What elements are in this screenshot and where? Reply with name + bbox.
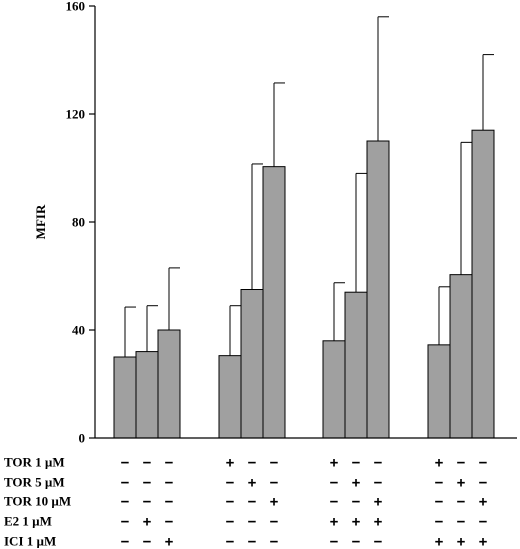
treatment-sign: −: [457, 514, 466, 531]
bar: [240, 289, 264, 439]
treatment-sign: +: [226, 455, 235, 472]
treatment-sign: +: [330, 455, 339, 472]
treatment-sign: −: [226, 475, 235, 492]
treatment-sign: −: [121, 455, 130, 472]
bar: [262, 166, 286, 439]
treatment-sign: −: [226, 514, 235, 531]
treatment-sign: −: [121, 475, 130, 492]
y-axis: 0 40 80 120 160: [66, 0, 96, 446]
treatment-sign: +: [165, 534, 174, 549]
y-tick-label: 0: [79, 431, 86, 446]
treatment-sign: +: [435, 455, 444, 472]
treatment-sign: −: [479, 455, 488, 472]
bar: [366, 140, 390, 439]
treatment-label: E2 1 µM: [4, 514, 52, 529]
treatment-sign: −: [143, 494, 152, 511]
treatment-sign: −: [248, 534, 257, 549]
bar: [135, 351, 159, 439]
treatment-sign: −: [270, 534, 279, 549]
treatment-sign: −: [270, 514, 279, 531]
treatment-sign: +: [374, 514, 383, 531]
treatment-sign: −: [121, 514, 130, 531]
y-tick-label: 160: [66, 0, 86, 14]
treatment-sign: +: [479, 494, 488, 511]
treatment-sign: −: [435, 494, 444, 511]
treatment-label: TOR 5 µM: [4, 475, 65, 490]
treatment-sign: −: [165, 494, 174, 511]
treatment-sign: −: [330, 494, 339, 511]
bar: [449, 274, 473, 439]
treatment-sign: +: [374, 494, 383, 511]
treatment-sign: +: [457, 475, 466, 492]
treatment-sign: −: [143, 455, 152, 472]
treatment-sign: −: [457, 494, 466, 511]
treatment-sign: +: [457, 534, 466, 549]
bar: [113, 356, 137, 439]
y-tick-label: 80: [72, 215, 85, 230]
treatment-sign: −: [435, 514, 444, 531]
treatment-sign: −: [270, 475, 279, 492]
treatment-sign: −: [121, 494, 130, 511]
treatment-sign: +: [248, 475, 257, 492]
treatment-sign: −: [143, 475, 152, 492]
treatment-sign: −: [121, 534, 130, 549]
bar: [344, 291, 368, 439]
treatment-sign: +: [479, 534, 488, 549]
y-tick-label: 120: [66, 107, 86, 122]
treatment-sign: −: [165, 475, 174, 492]
treatment-sign: +: [435, 534, 444, 549]
treatment-sign: −: [479, 475, 488, 492]
treatment-sign: −: [352, 494, 361, 511]
treatment-sign: −: [374, 455, 383, 472]
treatment-sign: −: [226, 494, 235, 511]
treatment-sign: −: [165, 514, 174, 531]
error-bars: [124, 16, 494, 357]
bar: [218, 355, 242, 439]
treatment-sign: −: [457, 455, 466, 472]
treatment-sign: −: [352, 534, 361, 549]
treatment-sign: −: [248, 514, 257, 531]
bar: [157, 329, 181, 439]
treatment-sign: +: [330, 514, 339, 531]
treatment-sign: +: [352, 475, 361, 492]
bar: [427, 344, 451, 439]
treatment-sign: −: [270, 455, 279, 472]
treatment-sign: −: [330, 534, 339, 549]
treatment-sign: −: [143, 534, 152, 549]
bar-series: [113, 129, 495, 439]
treatment-label: ICI 1 µM: [4, 534, 56, 549]
treatment-sign: −: [330, 475, 339, 492]
y-tick-label: 40: [72, 323, 85, 338]
bar: [471, 129, 495, 439]
treatment-sign: +: [352, 514, 361, 531]
treatment-sign: −: [374, 475, 383, 492]
treatment-sign: −: [435, 475, 444, 492]
treatment-label: TOR 1 µM: [4, 455, 65, 470]
y-axis-title: MFIR: [33, 204, 48, 239]
treatment-sign: −: [248, 455, 257, 472]
treatment-sign: −: [165, 455, 174, 472]
treatment-label: TOR 10 µM: [4, 494, 71, 509]
treatment-table: TOR 1 µM − − − + − − + − − + − −TOR 5 µM − − − − + − − + − − + −…: [4, 455, 488, 549]
treatment-sign: +: [143, 514, 152, 531]
treatment-sign: −: [248, 494, 257, 511]
bar: [322, 340, 346, 439]
treatment-sign: −: [352, 455, 361, 472]
treatment-sign: +: [270, 494, 279, 511]
treatment-sign: −: [374, 534, 383, 549]
y-axis-label: MFIR: [33, 204, 48, 239]
treatment-sign: −: [479, 514, 488, 531]
treatment-sign: −: [226, 534, 235, 549]
